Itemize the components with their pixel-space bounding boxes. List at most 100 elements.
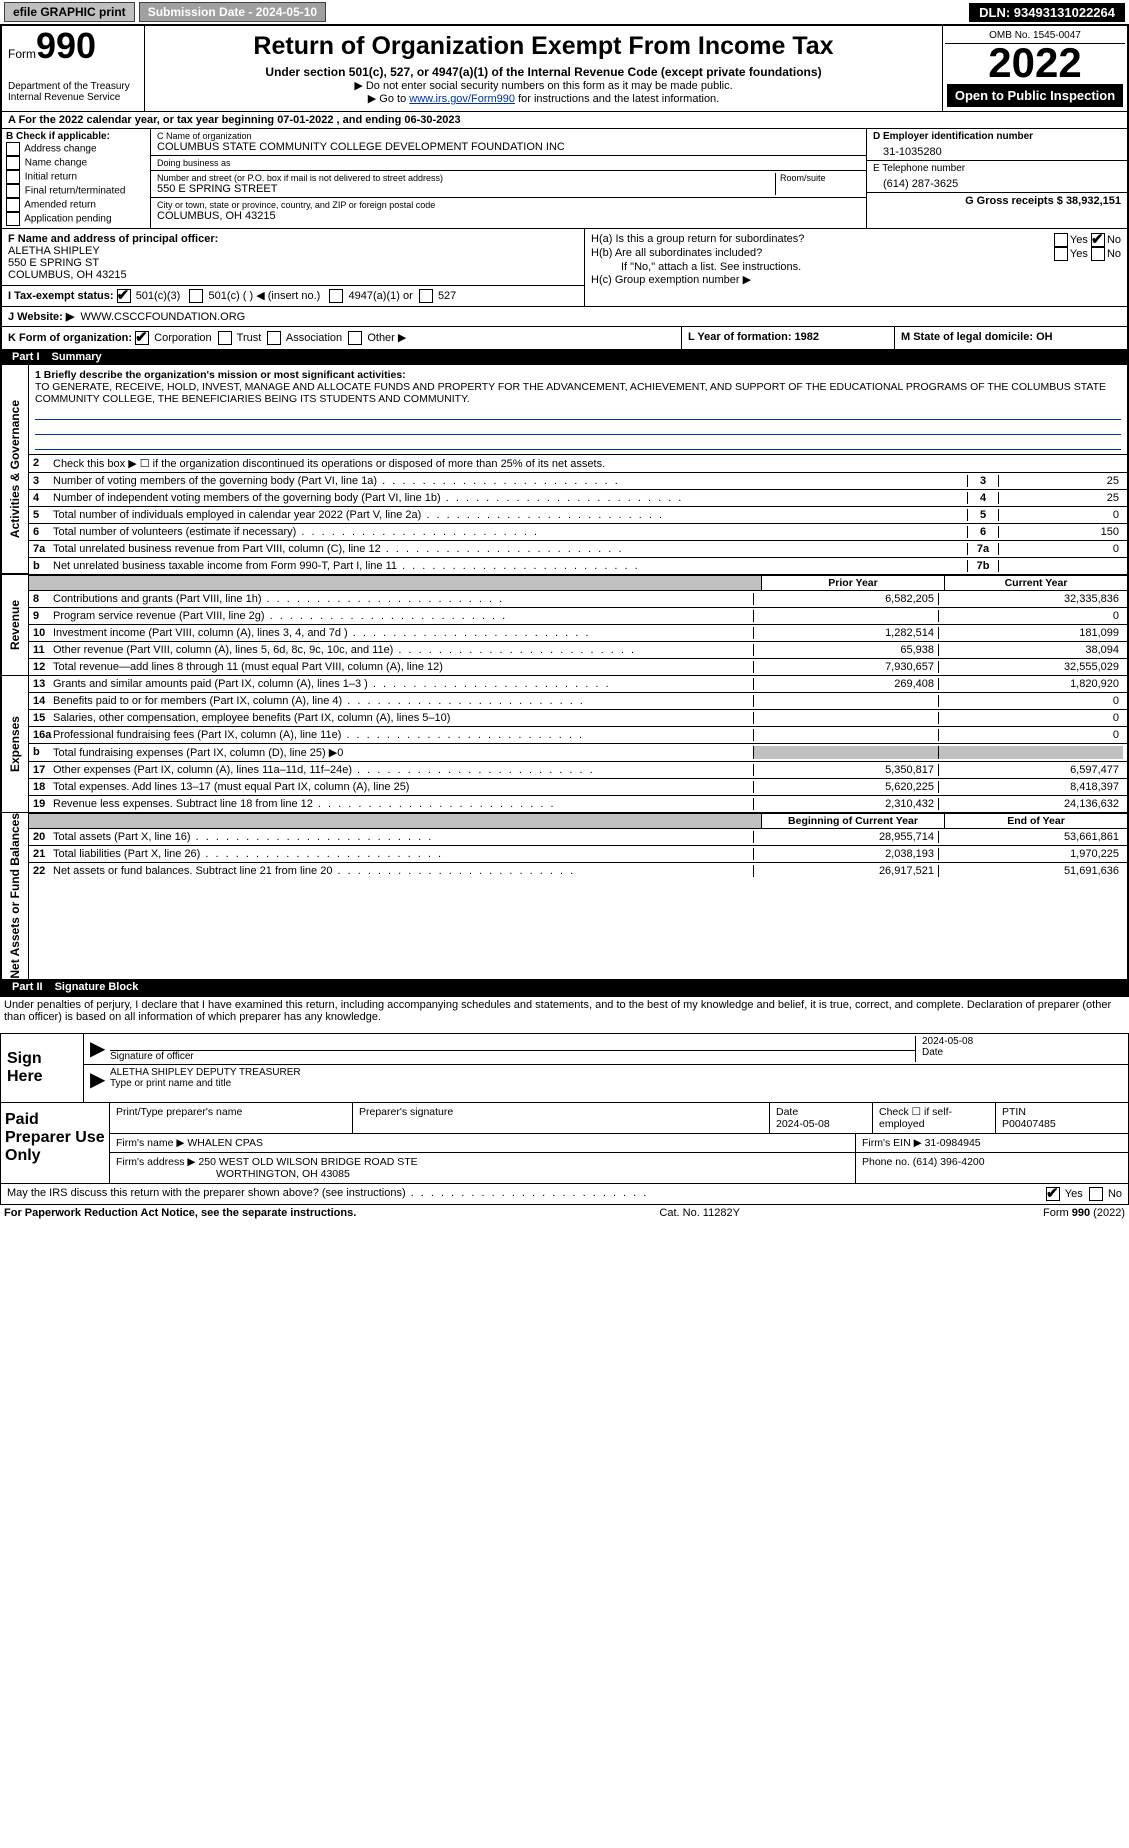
line13: Grants and similar amounts paid (Part IX… xyxy=(53,678,753,690)
submission-date-btn[interactable]: Submission Date - 2024-05-10 xyxy=(139,2,326,22)
form-word: Form xyxy=(8,47,36,61)
arrow-icon2: ▶ xyxy=(90,1067,110,1092)
p12: 7,930,657 xyxy=(753,661,938,673)
cb-4947[interactable] xyxy=(329,289,343,303)
cb-hb-no[interactable] xyxy=(1091,247,1105,261)
p9 xyxy=(753,610,938,622)
line20: Total assets (Part X, line 16) xyxy=(53,831,753,843)
pp-c3: Date xyxy=(776,1106,798,1118)
form-number-box: Form990 Department of the Treasury Inter… xyxy=(2,26,145,111)
efile-btn[interactable]: efile GRAPHIC print xyxy=(4,2,135,22)
c19: 24,136,632 xyxy=(938,798,1123,810)
lbl-corp: Corporation xyxy=(154,332,211,344)
open-public: Open to Public Inspection xyxy=(947,84,1123,107)
v6: 150 xyxy=(999,526,1123,538)
line3: Number of voting members of the governin… xyxy=(53,475,967,487)
cb-501c3[interactable] xyxy=(117,289,131,303)
pp-firm-phone: Phone no. (614) 396-4200 xyxy=(856,1153,1128,1183)
lbl-other: Other ▶ xyxy=(367,332,406,344)
e22: 51,691,636 xyxy=(938,865,1123,877)
pp-c4: Check ☐ if self-employed xyxy=(873,1103,996,1133)
pb xyxy=(753,746,938,759)
line19: Revenue less expenses. Subtract line 18 … xyxy=(53,798,753,810)
col-b-head: B Check if applicable: xyxy=(6,131,146,142)
v7b xyxy=(999,560,1123,572)
cb-amended[interactable] xyxy=(6,198,20,212)
dln-label: DLN: 93493131022264 xyxy=(969,3,1125,22)
lbl-app: Application pending xyxy=(24,213,111,224)
col-de: D Employer identification number 31-1035… xyxy=(867,129,1127,228)
p10: 1,282,514 xyxy=(753,627,938,639)
line10: Investment income (Part VIII, column (A)… xyxy=(53,627,753,639)
part2-num: Part II xyxy=(12,981,43,993)
v4: 25 xyxy=(999,492,1123,504)
c13: 1,820,920 xyxy=(938,678,1123,690)
cb-527[interactable] xyxy=(419,289,433,303)
line16a: Professional fundraising fees (Part IX, … xyxy=(53,729,753,741)
sub3-pre: ▶ Go to xyxy=(368,93,409,105)
col-f: F Name and address of principal officer:… xyxy=(2,229,585,306)
cy-head: Current Year xyxy=(944,576,1127,590)
cb-initial[interactable] xyxy=(6,170,20,184)
line17: Other expenses (Part IX, column (A), lin… xyxy=(53,764,753,776)
paid-left-label: Paid Preparer Use Only xyxy=(1,1103,110,1183)
cb-name[interactable] xyxy=(6,156,20,170)
part1-title: Summary xyxy=(52,351,102,363)
b22: 26,917,521 xyxy=(753,865,938,877)
cb-ha-no[interactable] xyxy=(1091,233,1105,247)
eoy-head: End of Year xyxy=(944,814,1127,828)
part1-num: Part I xyxy=(12,351,40,363)
cb-final[interactable] xyxy=(6,184,20,198)
may-label: May the IRS discuss this return with the… xyxy=(7,1187,406,1199)
m-state: M State of legal domicile: OH xyxy=(895,327,1127,349)
p14 xyxy=(753,695,938,707)
e20: 53,661,861 xyxy=(938,831,1123,843)
cb-app[interactable] xyxy=(6,212,20,226)
cb-may-no[interactable] xyxy=(1089,1187,1103,1201)
lbl-501c: 501(c) ( ) ◀ (insert no.) xyxy=(209,290,321,302)
c18: 8,418,397 xyxy=(938,781,1123,793)
p8: 6,582,205 xyxy=(753,593,938,605)
sign-here-label: Sign Here xyxy=(1,1034,84,1102)
sig-officer-label: Signature of officer xyxy=(110,1051,915,1062)
website-value: WWW.CSCCFOUNDATION.ORG xyxy=(80,311,245,323)
lbl-final: Final return/terminated xyxy=(25,185,126,196)
cb-address[interactable] xyxy=(6,142,20,156)
sig-date-value: 2024-05-08 xyxy=(922,1036,1122,1047)
cb-corp[interactable] xyxy=(135,331,149,345)
v3: 25 xyxy=(999,475,1123,487)
v5: 0 xyxy=(999,509,1123,521)
cb-other[interactable] xyxy=(348,331,362,345)
line7b: Net unrelated business taxable income fr… xyxy=(53,560,967,572)
lbl-yes2: Yes xyxy=(1070,248,1088,260)
dept-label: Department of the Treasury Internal Reve… xyxy=(8,81,138,103)
cb-501c[interactable] xyxy=(189,289,203,303)
hb2-label: If "No," attach a list. See instructions… xyxy=(591,261,1121,273)
col-b: B Check if applicable: Address change Na… xyxy=(2,129,151,228)
cb-ha-yes[interactable] xyxy=(1054,233,1068,247)
sign-here-block: Sign Here ▶ Signature of officer 2024-05… xyxy=(0,1033,1129,1103)
cb-assoc[interactable] xyxy=(267,331,281,345)
line15: Salaries, other compensation, employee b… xyxy=(53,712,753,724)
may-no: No xyxy=(1108,1188,1122,1200)
line22: Net assets or fund balances. Subtract li… xyxy=(53,865,753,877)
lbl-no2: No xyxy=(1107,248,1121,260)
line21: Total liabilities (Part X, line 26) xyxy=(53,848,753,860)
city-value: COLUMBUS, OH 43215 xyxy=(157,210,860,222)
line4: Number of independent voting members of … xyxy=(53,492,967,504)
officer-name: ALETHA SHIPLEY xyxy=(8,245,578,257)
subtitle-1: Under section 501(c), 527, or 4947(a)(1)… xyxy=(155,65,932,79)
lineb: Total fundraising expenses (Part IX, col… xyxy=(53,746,753,759)
cb-hb-yes[interactable] xyxy=(1054,247,1068,261)
p18: 5,620,225 xyxy=(753,781,938,793)
cb-may-yes[interactable] xyxy=(1046,1187,1060,1201)
lbl-assoc: Association xyxy=(286,332,342,344)
form-990: 990 xyxy=(36,25,96,66)
cb-trust[interactable] xyxy=(218,331,232,345)
irs-link[interactable]: www.irs.gov/Form990 xyxy=(409,93,515,105)
phone-value: (614) 287-3625 xyxy=(873,174,1121,190)
lbl-address: Address change xyxy=(24,143,96,154)
part2-title: Signature Block xyxy=(55,981,139,993)
sig-name-label: Type or print name and title xyxy=(110,1078,1122,1089)
sig-name-value: ALETHA SHIPLEY DEPUTY TREASURER xyxy=(110,1067,1122,1078)
